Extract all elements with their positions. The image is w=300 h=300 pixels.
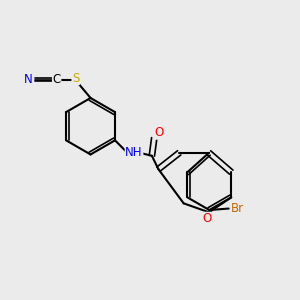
Text: S: S xyxy=(72,72,80,85)
Text: O: O xyxy=(202,212,211,225)
Text: Br: Br xyxy=(231,202,244,215)
Text: O: O xyxy=(154,126,163,139)
Text: NH: NH xyxy=(125,146,143,159)
Text: N: N xyxy=(24,73,33,86)
Text: C: C xyxy=(52,73,61,86)
